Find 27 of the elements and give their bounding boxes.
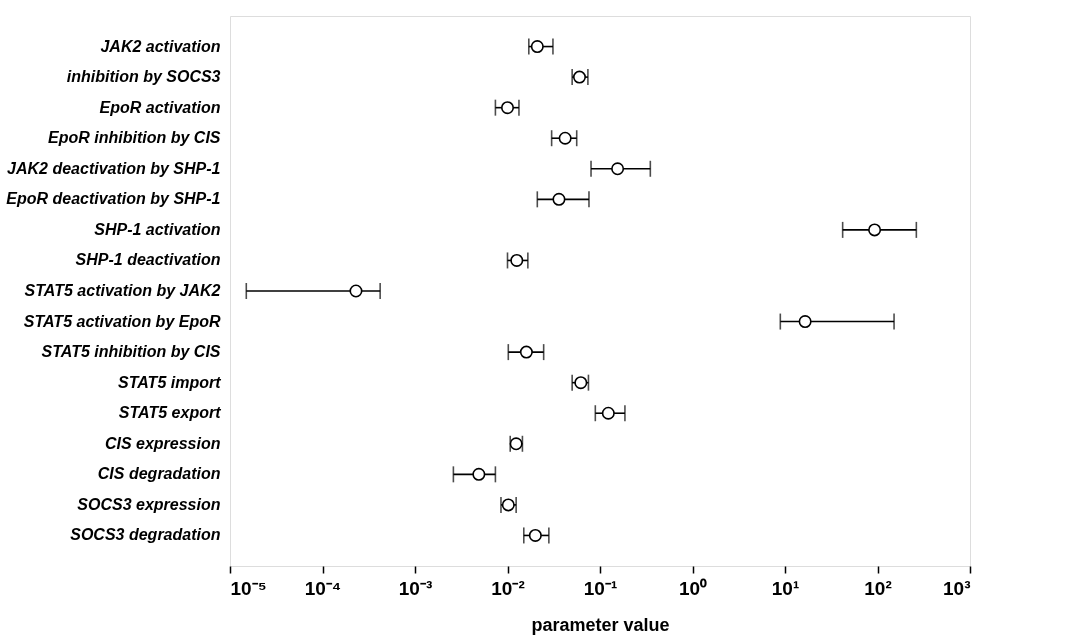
y-tick-label: EpoR inhibition by CIS: [48, 129, 221, 147]
x-tick-label: 10⁻³: [398, 577, 433, 599]
y-tick-label: SOCS3 expression: [77, 495, 221, 513]
y-tick-label: SHP-1 deactivation: [75, 251, 221, 269]
y-tick-label: STAT5 export: [118, 404, 222, 422]
x-tick-label: 10⁻¹: [583, 577, 618, 599]
y-tick-label: STAT5 activation by JAK2: [24, 282, 221, 299]
y-tick-label: SOCS3 degradation: [70, 526, 221, 544]
x-tick-label: 10³: [943, 577, 971, 599]
y-tick-label: STAT5 activation by EpoR: [23, 312, 221, 330]
x-tick-label: 10⁰: [678, 577, 708, 599]
y-tick-label: EpoR deactivation by SHP-1: [6, 190, 221, 208]
y-tick-label: STAT5 import: [117, 373, 222, 391]
y-tick-label: CIS degradation: [97, 465, 221, 483]
y-tick-label: JAK2 deactivation by SHP-1: [7, 159, 221, 177]
y-tick-label: JAK2 activation: [100, 37, 221, 55]
y-tick-label: SHP-1 activation: [94, 220, 221, 238]
x-tick-label: 10¹: [771, 577, 800, 599]
y-tick-label: inhibition by SOCS3: [66, 68, 221, 86]
x-tick-label: 10²: [864, 577, 892, 599]
y-tick-label: EpoR activation: [99, 98, 221, 116]
y-tick-label: STAT5 inhibition by CIS: [41, 343, 221, 361]
y-tick-label: CIS expression: [104, 434, 221, 452]
x-tick-label: 10⁻⁴: [304, 577, 342, 599]
x-tick-label: 10⁻²: [491, 577, 525, 599]
x-tick-label: 10⁻⁵: [230, 577, 267, 599]
x-axis-title: parameter value: [531, 614, 670, 635]
